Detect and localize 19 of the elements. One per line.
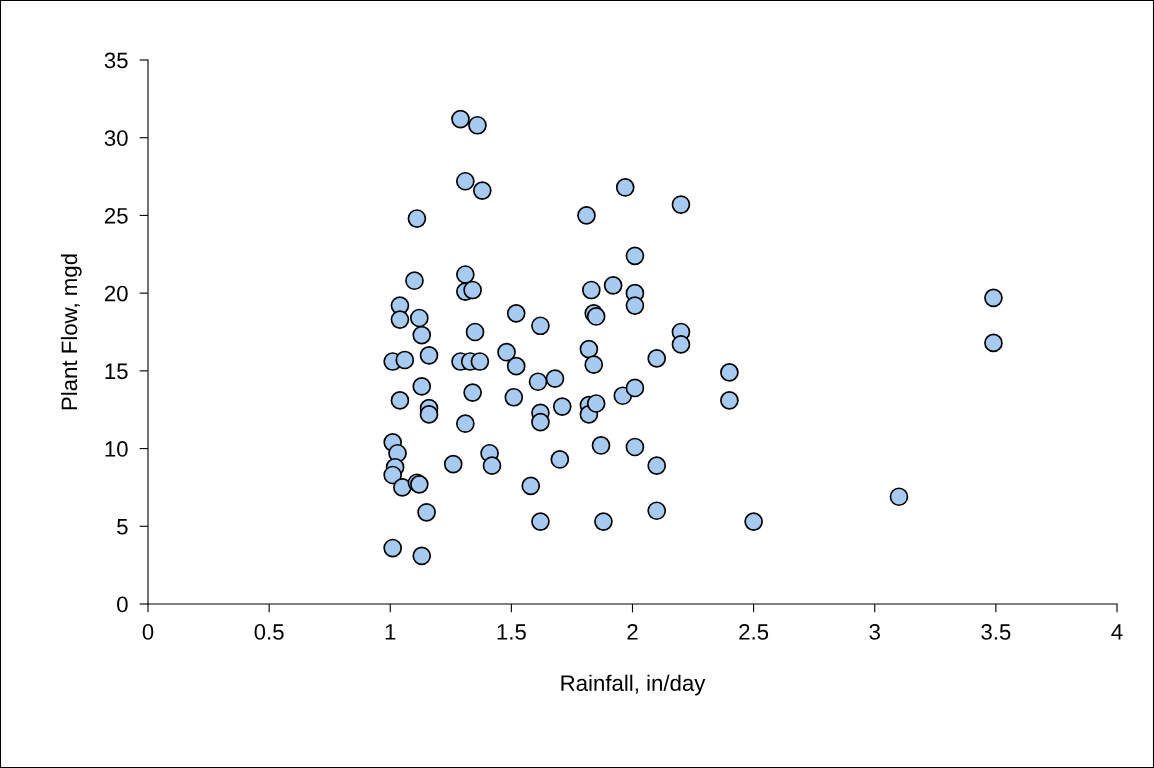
x-tick-label: 2 bbox=[627, 624, 638, 640]
x-tick-label: 1 bbox=[385, 624, 396, 640]
y-tick-label: 20 bbox=[104, 285, 128, 302]
x-axis-title: Rainfall, in/day bbox=[561, 674, 706, 696]
y-axis-title: Plant Flow, mgd bbox=[60, 254, 82, 410]
x-tick-label: 2.5 bbox=[739, 624, 769, 640]
y-tick-label: 5 bbox=[117, 519, 128, 535]
x-tick-label: 3.5 bbox=[981, 624, 1011, 640]
x-tick-label: 3 bbox=[869, 624, 880, 640]
y-tick-label: 25 bbox=[104, 207, 128, 224]
y-tick-label: 0 bbox=[117, 596, 128, 613]
y-tick-label: 10 bbox=[105, 441, 128, 457]
x-tick-label: 1.5 bbox=[497, 624, 526, 640]
y-tick-label: 15 bbox=[105, 363, 128, 380]
x-tick-label: 0.5 bbox=[254, 624, 284, 640]
y-tick-label: 30 bbox=[104, 130, 128, 146]
y-tick-label: 35 bbox=[104, 52, 128, 69]
x-tick-label: 0 bbox=[142, 624, 154, 640]
x-tick-label: 4 bbox=[1111, 624, 1123, 640]
